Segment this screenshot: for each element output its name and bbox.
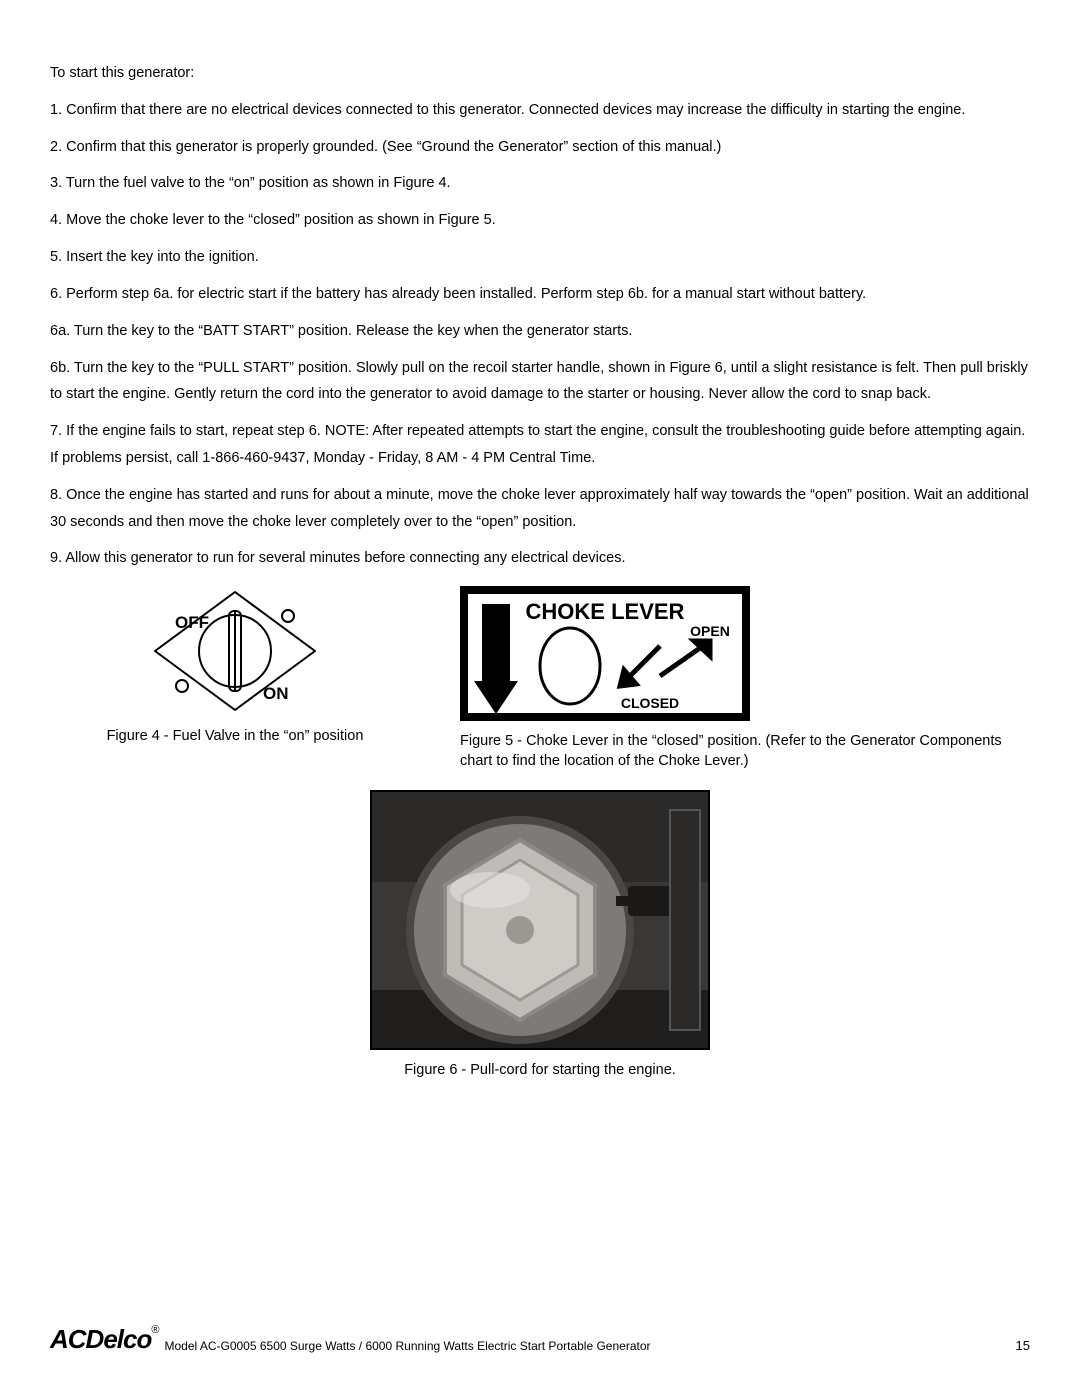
step-2: 2. Confirm that this generator is proper…: [50, 134, 1030, 161]
page-footer: ACDelco® Model AC-G0005 6500 Surge Watts…: [50, 1324, 1030, 1355]
step-4: 4. Move the choke lever to the “closed” …: [50, 207, 1030, 234]
figure-5: CHOKE LEVER OPEN CL: [460, 586, 1030, 772]
fuel-valve-diagram: OFF ON: [145, 586, 325, 716]
choke-lever-title: CHOKE LEVER: [526, 599, 685, 624]
step-6a: 6a. Turn the key to the “BATT START” pos…: [50, 318, 1030, 345]
figure-6-caption: Figure 6 - Pull-cord for starting the en…: [50, 1060, 1030, 1080]
instructions-block: To start this generator: 1. Confirm that…: [50, 60, 1030, 572]
intro-text: To start this generator:: [50, 60, 1030, 87]
step-3: 3. Turn the fuel valve to the “on” posit…: [50, 170, 1030, 197]
footer-model-text: Model AC-G0005 6500 Surge Watts / 6000 R…: [164, 1339, 650, 1355]
registered-mark: ®: [151, 1324, 158, 1336]
figures-row-1: OFF ON Figure 4 - Fuel Valve in the “on”…: [50, 586, 1030, 772]
step-5: 5. Insert the key into the ignition.: [50, 244, 1030, 271]
step-1: 1. Confirm that there are no electrical …: [50, 97, 1030, 124]
fuel-valve-on-label: ON: [263, 684, 289, 703]
page-number: 15: [1016, 1338, 1030, 1355]
figure-4-caption: Figure 4 - Fuel Valve in the “on” positi…: [50, 726, 420, 746]
step-6b: 6b. Turn the key to the “PULL START” pos…: [50, 355, 1030, 409]
acdelco-logo: ACDelco®: [50, 1324, 158, 1355]
fuel-valve-off-label: OFF: [175, 613, 209, 632]
figure-6: Figure 6 - Pull-cord for starting the en…: [50, 790, 1030, 1080]
choke-closed-label: CLOSED: [621, 695, 679, 711]
step-6: 6. Perform step 6a. for electric start i…: [50, 281, 1030, 308]
choke-lever-diagram: CHOKE LEVER OPEN CL: [460, 586, 750, 721]
figure-5-caption: Figure 5 - Choke Lever in the “closed” p…: [460, 731, 1030, 772]
step-9: 9. Allow this generator to run for sever…: [50, 545, 1030, 572]
pull-cord-photo: [370, 790, 710, 1050]
logo-text: ACDelco: [50, 1324, 151, 1354]
choke-open-label: OPEN: [690, 623, 730, 639]
step-7: 7. If the engine fails to start, repeat …: [50, 418, 1030, 472]
figure-4: OFF ON Figure 4 - Fuel Valve in the “on”…: [50, 586, 420, 746]
step-8: 8. Once the engine has started and runs …: [50, 482, 1030, 536]
